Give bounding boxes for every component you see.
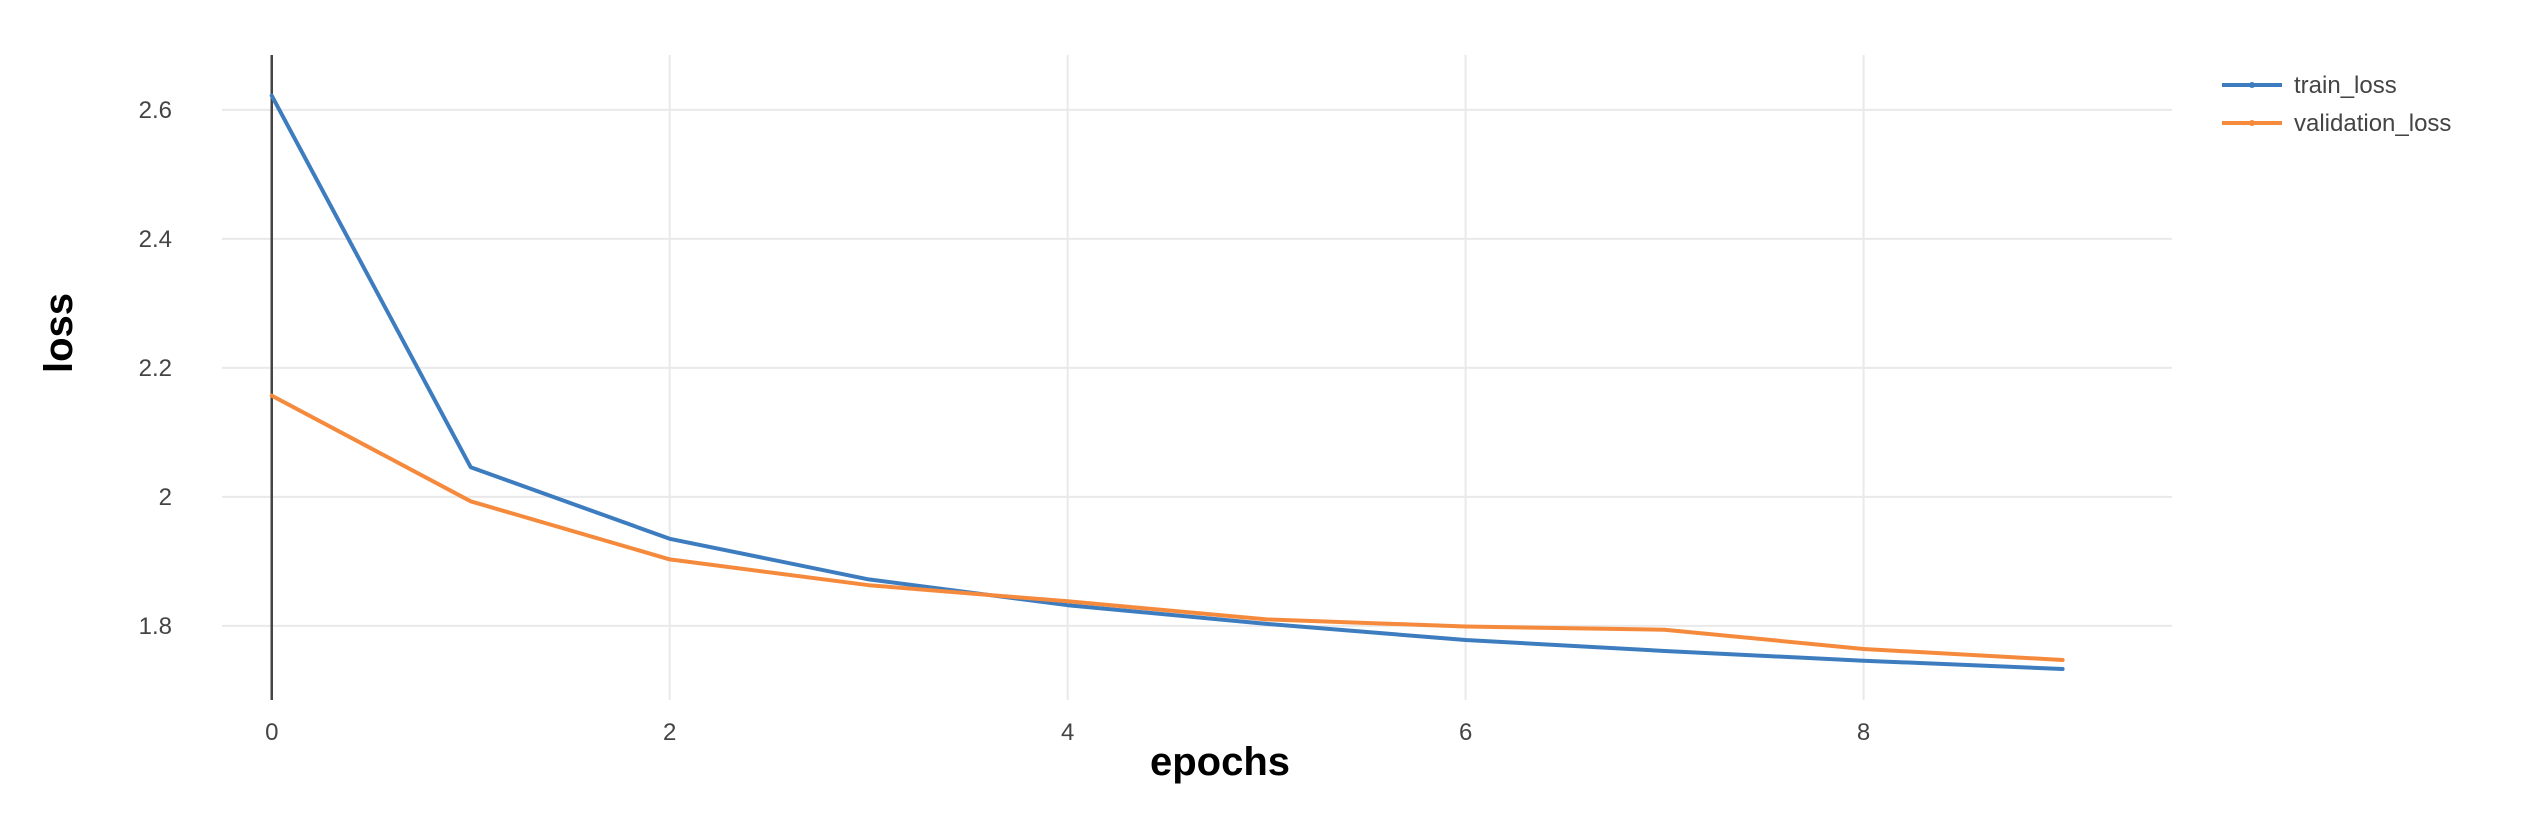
legend-marker [2249, 82, 2255, 88]
data-point-train-loss[interactable] [667, 536, 673, 542]
data-point-validation-loss[interactable] [1065, 598, 1071, 604]
data-point-train-loss[interactable] [468, 464, 474, 470]
x-axis-title: epochs [1150, 740, 1290, 784]
legend-marker [2249, 120, 2255, 126]
x-tick-label: 4 [1061, 719, 1074, 746]
data-point-train-loss[interactable] [269, 93, 275, 99]
legend-label: validation_loss [2294, 110, 2451, 137]
data-point-train-loss[interactable] [1463, 637, 1469, 643]
legend-label: train_loss [2294, 72, 2397, 99]
legend-item-train-loss[interactable]: train_loss [2222, 72, 2397, 99]
tick-layer: 0 2 4 6 8 1.8 2 2.2 2.4 2.6 [139, 97, 1871, 746]
data-point-validation-loss[interactable] [1662, 627, 1668, 633]
y-tick-label: 2 [159, 484, 172, 511]
data-point-validation-loss[interactable] [2060, 657, 2066, 663]
series-line-train-loss[interactable] [269, 93, 2065, 671]
x-tick-label: 2 [663, 719, 676, 746]
grid-layer [222, 55, 2172, 700]
y-tick-label: 2.2 [139, 355, 172, 382]
data-point-validation-loss[interactable] [1463, 623, 1469, 629]
y-axis-title: loss [37, 293, 81, 373]
y-tick-label: 2.4 [139, 226, 172, 253]
data-point-train-loss[interactable] [1861, 658, 1867, 664]
legend-item-validation-loss[interactable]: validation_loss [2222, 110, 2451, 137]
series-line-validation-loss[interactable] [269, 393, 2065, 662]
series-layer [269, 93, 2066, 672]
data-point-train-loss[interactable] [2060, 666, 2066, 672]
y-tick-label: 2.6 [139, 97, 172, 124]
data-point-validation-loss[interactable] [667, 556, 673, 562]
x-tick-label: 8 [1857, 719, 1870, 746]
data-point-train-loss[interactable] [1662, 648, 1668, 654]
x-tick-label: 6 [1459, 719, 1472, 746]
data-point-validation-loss[interactable] [468, 498, 474, 504]
data-point-validation-loss[interactable] [1264, 616, 1270, 622]
y-tick-label: 1.8 [139, 613, 172, 640]
data-point-validation-loss[interactable] [1861, 646, 1867, 652]
data-point-validation-loss[interactable] [269, 393, 275, 399]
data-point-validation-loss[interactable] [866, 582, 872, 588]
x-tick-label: 0 [265, 719, 278, 746]
data-point-train-loss[interactable] [866, 576, 872, 582]
legend[interactable]: train_loss validation_loss [2222, 72, 2451, 137]
